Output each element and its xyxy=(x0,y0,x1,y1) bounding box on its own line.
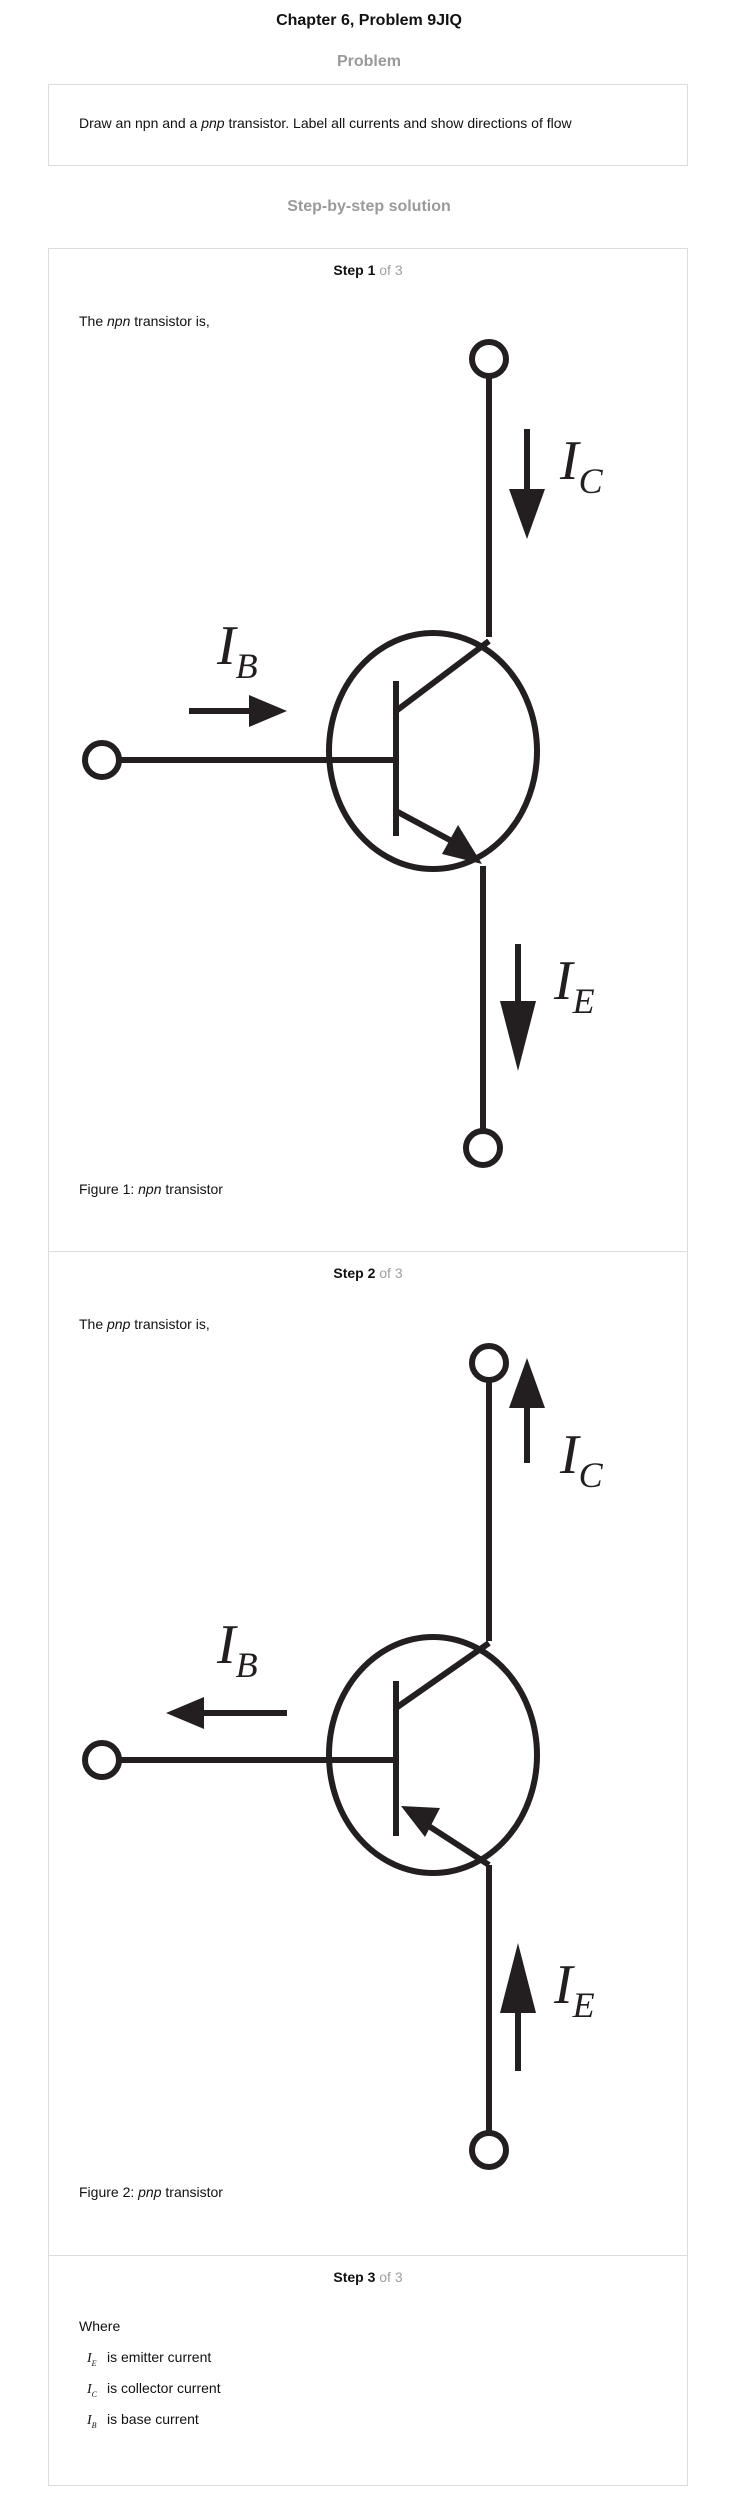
ie-label: IE xyxy=(553,1954,595,2025)
step-label: Step 2 xyxy=(333,1265,376,1281)
collector-terminal xyxy=(469,339,509,379)
definition-base: IB is base current xyxy=(87,2411,199,2430)
symbol-ic: IC xyxy=(87,2382,98,2399)
base-terminal xyxy=(82,740,122,780)
emitter-terminal xyxy=(463,1128,503,1168)
ic-arrowhead xyxy=(509,1358,545,1408)
emitter-diagonal xyxy=(419,1818,491,1868)
symbol-ib: IB xyxy=(87,2413,97,2430)
definition-text: is emitter current xyxy=(107,2349,212,2365)
transistor-envelope xyxy=(326,630,540,872)
definition-collector: IC is collector current xyxy=(87,2380,221,2399)
where-label: Where xyxy=(79,2318,121,2334)
caption-italic: npn xyxy=(138,1181,162,1197)
ic-label: IC xyxy=(559,430,604,501)
emitter-terminal xyxy=(469,2130,509,2170)
definition-emitter: IE is emitter current xyxy=(87,2349,211,2368)
collector-diagonal xyxy=(394,638,491,714)
step-label: Step 3 xyxy=(333,2269,376,2285)
step-label: Step 1 xyxy=(333,262,376,278)
problem-heading: Problem xyxy=(336,53,401,70)
ib-arrowhead xyxy=(249,695,287,727)
step-3-header: Step 3 of 3 xyxy=(49,2269,687,2285)
emitter-arrowhead xyxy=(401,1806,440,1837)
base-terminal xyxy=(82,1740,122,1780)
definition-text: is collector current xyxy=(107,2380,221,2396)
solution-box: Step 1 of 3 The npn transistor is, xyxy=(48,248,688,2486)
collector-diagonal xyxy=(394,1640,491,1711)
symbol-ie: IE xyxy=(87,2351,97,2368)
caption-part: transistor xyxy=(161,2184,223,2200)
intro-italic: npn xyxy=(107,313,131,329)
step-count: of 3 xyxy=(375,262,403,278)
caption-italic: pnp xyxy=(138,2184,162,2200)
step-1-intro: The npn transistor is, xyxy=(79,313,210,329)
intro-italic: pnp xyxy=(107,1316,131,1332)
collector-terminal xyxy=(469,1343,509,1383)
ib-label: IB xyxy=(216,615,258,686)
intro-part: transistor is, xyxy=(130,1316,210,1332)
ic-arrowhead xyxy=(509,489,545,539)
step-count: of 3 xyxy=(375,1265,403,1281)
page-title: Chapter 6, Problem 9JIQ xyxy=(276,12,462,29)
caption-part: transistor xyxy=(161,1181,223,1197)
problem-text-italic: pnp xyxy=(201,115,225,131)
ie-arrowhead xyxy=(500,1001,536,1071)
problem-text-part: transistor. Label all currents and show … xyxy=(224,115,572,131)
intro-part: The xyxy=(79,1316,108,1332)
npn-transistor-diagram: IC IB IE xyxy=(82,339,604,1168)
problem-box: Draw an npn and a pnp transistor. Label … xyxy=(48,84,688,166)
ie-label: IE xyxy=(553,950,595,1021)
problem-text: Draw an npn and a pnp transistor. Label … xyxy=(79,115,572,131)
step-count: of 3 xyxy=(375,2269,403,2285)
transistor-envelope xyxy=(326,1634,540,1876)
figure-2-caption: Figure 2: pnp transistor xyxy=(79,2184,223,2200)
ie-arrowhead xyxy=(500,1943,536,2013)
step-divider xyxy=(49,2255,687,2256)
ib-label: IB xyxy=(216,1614,258,1685)
step-divider xyxy=(49,1251,687,1252)
emitter-arrowhead xyxy=(442,825,482,864)
intro-part: The xyxy=(79,313,108,329)
caption-part: Figure 2: xyxy=(79,2184,139,2200)
solution-heading: Step-by-step solution xyxy=(287,198,451,215)
step-1-header: Step 1 of 3 xyxy=(49,262,687,278)
intro-part: transistor is, xyxy=(130,313,210,329)
step-2-intro: The pnp transistor is, xyxy=(79,1316,210,1332)
pnp-transistor-diagram: IC IB IE xyxy=(82,1343,604,2170)
ic-label: IC xyxy=(559,1424,604,1495)
step-2-header: Step 2 of 3 xyxy=(49,1265,687,1281)
problem-text-part: Draw an npn and a xyxy=(79,115,202,131)
figure-1-caption: Figure 1: npn transistor xyxy=(79,1181,223,1197)
ib-arrowhead xyxy=(166,1697,204,1729)
definition-text: is base current xyxy=(107,2411,199,2427)
caption-part: Figure 1: xyxy=(79,1181,139,1197)
